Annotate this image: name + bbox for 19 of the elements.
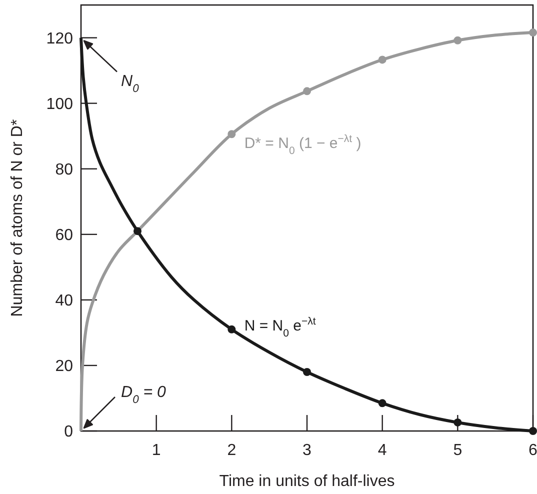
y-tick-label: 40 — [55, 292, 74, 310]
series-label: D* = N$_{0}$(1 − e$^{−λt}$) — [244, 133, 362, 158]
y-tick-label: 100 — [46, 96, 74, 113]
y-tick-label: 120 — [46, 30, 74, 48]
x-tick-label: 6 — [528, 442, 537, 459]
y-tick-label: 0 — [64, 424, 74, 441]
x-tick-label: 5 — [453, 442, 462, 459]
x-axis-title: Time in units of half-lives — [219, 473, 395, 490]
y-axis-title: Number of atoms of N or D* — [9, 119, 26, 317]
x-tick-label: 4 — [378, 442, 387, 459]
x-tick-label: 3 — [302, 442, 312, 459]
y-tick-label: 60 — [55, 226, 74, 244]
annotation: D$_{0}$ = 0 — [121, 384, 166, 406]
annotation: N$_{0}$ — [121, 72, 140, 95]
y-tick-label: 80 — [55, 161, 74, 178]
y-tick-label: 20 — [55, 358, 74, 376]
x-tick-label: 1 — [152, 442, 161, 459]
x-tick-label: 2 — [227, 442, 236, 459]
series-label: N = N$_{0}$ e$^{−λt}$ — [244, 315, 316, 340]
